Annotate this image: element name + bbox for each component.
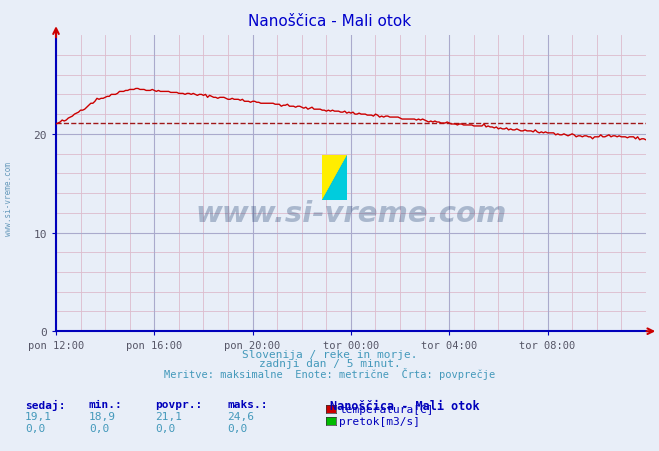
Text: zadnji dan / 5 minut.: zadnji dan / 5 minut. (258, 359, 401, 368)
Text: 0,0: 0,0 (227, 423, 248, 433)
Polygon shape (322, 156, 347, 201)
Text: 19,1: 19,1 (25, 411, 52, 421)
Text: sedaj:: sedaj: (25, 399, 65, 410)
Text: min.:: min.: (89, 399, 123, 409)
Text: temperatura[C]: temperatura[C] (339, 404, 434, 414)
Text: 0,0: 0,0 (89, 423, 109, 433)
Text: 0,0: 0,0 (25, 423, 45, 433)
Text: povpr.:: povpr.: (155, 399, 202, 409)
Text: www.si-vreme.com: www.si-vreme.com (4, 161, 13, 235)
Text: Slovenija / reke in morje.: Slovenija / reke in morje. (242, 350, 417, 359)
Text: 21,1: 21,1 (155, 411, 182, 421)
Polygon shape (322, 156, 347, 201)
Text: 24,6: 24,6 (227, 411, 254, 421)
Text: maks.:: maks.: (227, 399, 268, 409)
Text: Meritve: maksimalne  Enote: metrične  Črta: povprečje: Meritve: maksimalne Enote: metrične Črta… (164, 368, 495, 380)
Text: Nanoščica - Mali otok: Nanoščica - Mali otok (248, 14, 411, 29)
Text: Nanoščica - Mali otok: Nanoščica - Mali otok (330, 399, 479, 412)
Text: 0,0: 0,0 (155, 423, 175, 433)
Text: 18,9: 18,9 (89, 411, 116, 421)
Text: www.si-vreme.com: www.si-vreme.com (195, 199, 507, 227)
Text: pretok[m3/s]: pretok[m3/s] (339, 416, 420, 426)
